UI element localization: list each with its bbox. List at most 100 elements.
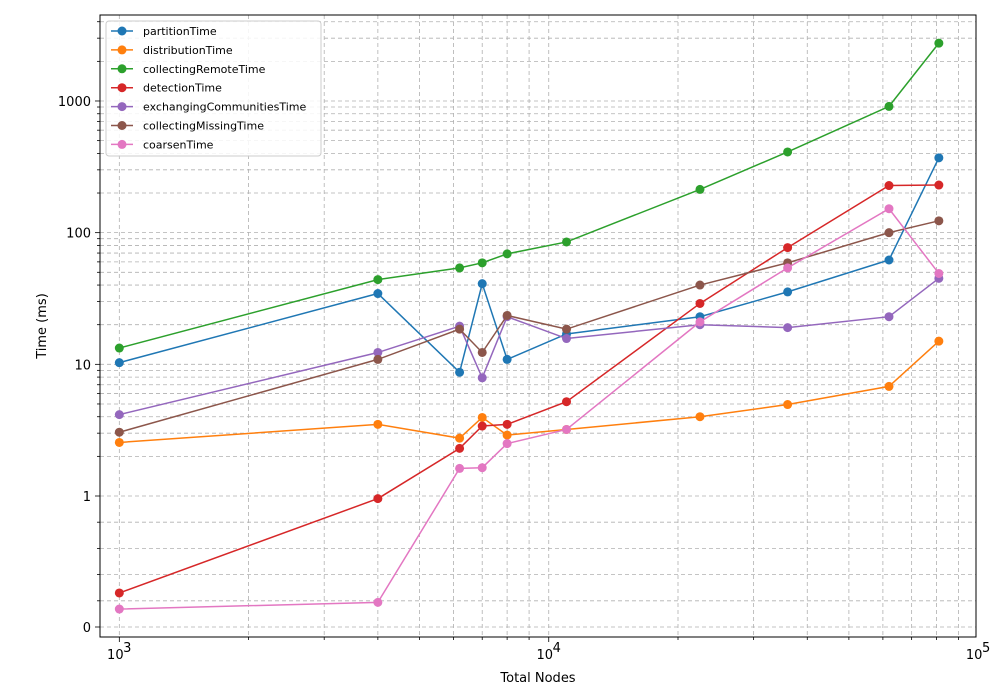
series-line <box>119 184 939 594</box>
data-point <box>502 419 512 429</box>
data-point <box>783 323 793 333</box>
legend-box <box>105 20 322 157</box>
series-layer <box>114 38 944 614</box>
legend-item: exchangingCommunitiesTime <box>111 101 306 114</box>
data-point <box>884 101 894 111</box>
legend-item: collectingMissingTime <box>111 120 264 133</box>
data-point <box>455 463 465 473</box>
data-point <box>373 347 383 357</box>
legend-label: exchangingCommunitiesTime <box>143 101 306 114</box>
data-point <box>783 287 793 297</box>
y-tick-label: 1000 <box>58 95 91 110</box>
legend-label: detectionTime <box>143 82 222 95</box>
data-point <box>695 412 705 422</box>
data-point <box>373 289 383 299</box>
data-point <box>783 147 793 157</box>
data-point <box>477 373 487 383</box>
data-point <box>114 343 124 353</box>
data-point <box>934 180 944 190</box>
data-point <box>934 216 944 226</box>
data-point <box>114 437 124 447</box>
data-point <box>477 421 487 431</box>
data-point <box>884 312 894 322</box>
y-axis-label: Time (ms) <box>35 293 50 360</box>
data-point <box>455 263 465 273</box>
legend-item: distributionTime <box>111 44 233 57</box>
legend-marker <box>117 121 127 130</box>
data-point <box>373 275 383 285</box>
data-point <box>477 279 487 289</box>
data-point <box>373 354 383 364</box>
data-point <box>455 367 465 377</box>
series-detectionTime <box>114 180 944 598</box>
data-point <box>455 433 465 443</box>
grid-lines <box>100 15 976 637</box>
data-point <box>783 243 793 253</box>
data-point <box>884 228 894 238</box>
legend-label: collectingMissingTime <box>143 120 264 133</box>
data-point <box>884 255 894 265</box>
data-point <box>884 204 894 214</box>
data-point <box>502 249 512 259</box>
legend-item: collectingRemoteTime <box>111 63 266 76</box>
data-point <box>502 430 512 440</box>
data-point <box>783 400 793 410</box>
data-point <box>455 324 465 334</box>
data-point <box>934 268 944 278</box>
x-tick-label: 10 <box>536 648 553 663</box>
x-tick-label: 10 <box>966 648 983 663</box>
data-point <box>934 153 944 163</box>
data-point <box>562 324 572 334</box>
data-point <box>502 310 512 320</box>
legend-label: distributionTime <box>143 44 233 57</box>
series-line <box>119 340 940 444</box>
data-point <box>455 443 465 453</box>
x-axis-label: Total Nodes <box>499 671 575 686</box>
x-tick-exponent: 5 <box>982 641 990 656</box>
plot-frame <box>99 14 977 638</box>
y-tick-label: 1 <box>83 490 91 505</box>
data-point <box>884 181 894 191</box>
data-point <box>373 419 383 429</box>
series-line <box>119 157 940 374</box>
data-point <box>114 358 124 368</box>
series-line <box>119 220 940 433</box>
data-point <box>114 604 124 614</box>
data-point <box>695 280 705 290</box>
legend-item: partitionTime <box>111 25 217 38</box>
x-tick-exponent: 4 <box>553 641 561 656</box>
series-line <box>119 42 940 349</box>
legend-marker <box>117 102 127 112</box>
legend-item: detectionTime <box>111 82 222 95</box>
x-tick-label: 10 <box>107 648 124 663</box>
data-point <box>884 381 894 391</box>
data-point <box>373 494 383 504</box>
data-point <box>562 334 572 344</box>
data-point <box>502 354 512 364</box>
series-line <box>119 277 940 416</box>
legend-marker <box>117 139 127 149</box>
legend-label: collectingRemoteTime <box>143 63 266 76</box>
data-point <box>695 317 705 327</box>
legend-label: coarsenTime <box>143 138 214 151</box>
legend: partitionTime distributionTime collectingR… <box>105 20 322 157</box>
y-tick-label: 100 <box>66 227 91 242</box>
data-point <box>114 588 124 598</box>
data-point <box>562 424 572 434</box>
legend-marker <box>117 83 127 93</box>
data-point <box>477 258 487 268</box>
legend-marker <box>117 64 127 74</box>
data-point <box>783 263 793 273</box>
data-point <box>477 463 487 473</box>
series-line <box>119 207 940 610</box>
series-collectingRemoteTime <box>114 38 944 353</box>
series-coarsenTime <box>114 204 944 614</box>
data-point <box>934 336 944 346</box>
data-point <box>502 439 512 449</box>
y-tick-label: 10 <box>74 358 91 373</box>
data-point <box>562 397 572 407</box>
data-point <box>114 427 124 437</box>
legend-item: coarsenTime <box>111 138 214 151</box>
